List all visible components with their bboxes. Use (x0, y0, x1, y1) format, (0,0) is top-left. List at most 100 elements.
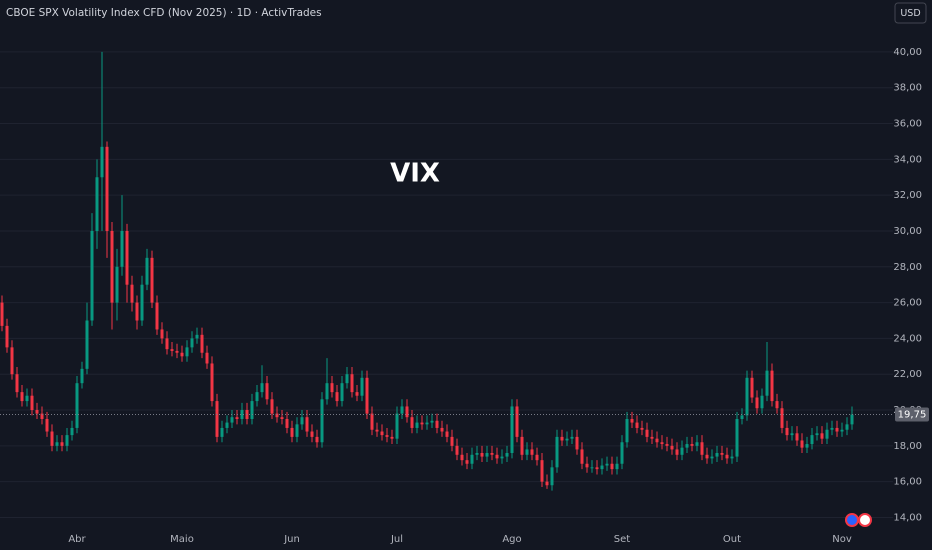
candle-body (430, 420, 434, 423)
candle-body (375, 429, 379, 432)
candle-body (95, 177, 99, 231)
candle-body (680, 447, 684, 455)
candle-body (165, 338, 169, 350)
candle-body (695, 442, 699, 446)
candle-body (120, 230, 124, 267)
candle-body (230, 417, 234, 423)
candle-body (795, 433, 799, 441)
candle-body (170, 349, 174, 351)
y-tick-label: 18,00 (893, 441, 922, 452)
axis-layer: 14,0016,0018,0020,0022,0024,0026,0028,00… (68, 47, 929, 545)
y-tick-label: 36,00 (893, 119, 922, 130)
candle-body (0, 302, 4, 326)
candle-body (835, 427, 839, 432)
candle-body (830, 427, 834, 430)
candle-body (550, 467, 554, 486)
candle-body (690, 444, 694, 446)
candle-body (55, 442, 59, 446)
candle-body (45, 418, 49, 432)
candle-body (825, 429, 829, 439)
candle-body (25, 395, 29, 402)
candle-body (570, 436, 574, 439)
candle-body (655, 438, 659, 443)
y-tick-label: 30,00 (893, 226, 922, 237)
candle-body (670, 445, 674, 450)
candle-body (5, 325, 9, 348)
candle-body (220, 427, 224, 437)
candle-body (815, 433, 819, 436)
candle-body (110, 230, 114, 303)
candle-body (65, 435, 69, 446)
candle-body (775, 401, 779, 409)
candle-body (675, 449, 679, 455)
candle-body (145, 257, 149, 285)
candle-body (10, 347, 14, 375)
x-tick-label: Set (614, 534, 631, 545)
candle-body (385, 435, 389, 437)
event-icon[interactable] (845, 513, 859, 527)
candle-body (185, 347, 189, 357)
candle-body (715, 453, 719, 457)
candle-body (480, 453, 484, 457)
currency-button[interactable] (894, 2, 927, 24)
candle-body (755, 397, 759, 409)
candle-body (785, 427, 789, 436)
candle-body (560, 436, 564, 441)
candles-layer (0, 51, 893, 491)
candle-body (160, 329, 164, 339)
candle-body (780, 408, 784, 428)
x-tick-label: Out (723, 534, 741, 545)
candle-body (335, 392, 339, 402)
candle-body (545, 481, 549, 486)
candle-body (555, 436, 559, 468)
candle-body (710, 456, 714, 459)
y-tick-label: 26,00 (893, 298, 922, 309)
candle-body (590, 467, 594, 469)
candle-body (720, 453, 724, 455)
candle-body (175, 350, 179, 353)
candle-body (700, 442, 704, 455)
candle-body (845, 424, 849, 430)
event-icon[interactable] (858, 513, 872, 527)
candle-body (540, 460, 544, 482)
candle-body (180, 352, 184, 357)
candle-body (255, 392, 259, 402)
candle-body (330, 383, 334, 393)
candle-body (745, 377, 749, 416)
candle-body (440, 427, 444, 432)
candle-body (520, 436, 524, 455)
candle-body (810, 435, 814, 445)
candle-body (265, 383, 269, 400)
currency-label[interactable]: USD (900, 8, 920, 19)
y-tick-label: 40,00 (893, 47, 922, 58)
event-icons[interactable] (845, 513, 872, 527)
candle-body (260, 383, 264, 393)
candle-body (365, 377, 369, 414)
candle-body (380, 431, 384, 436)
y-tick-label: 24,00 (893, 333, 922, 344)
candle-body (740, 415, 744, 419)
candle-body (215, 401, 219, 437)
y-tick-label: 14,00 (893, 512, 922, 523)
candle-body (35, 410, 39, 414)
candle-body (465, 460, 469, 464)
candle-body (400, 406, 404, 414)
candle-body (525, 449, 529, 455)
candle-body (650, 436, 654, 439)
candle-body (90, 230, 94, 321)
y-tick-label: 22,00 (893, 369, 922, 380)
candle-body (240, 410, 244, 419)
candle-body (410, 417, 414, 428)
candle-body (485, 453, 489, 457)
y-tick-label: 34,00 (893, 154, 922, 165)
y-tick-label: 32,00 (893, 190, 922, 201)
candle-body (420, 422, 424, 425)
candle-body (200, 334, 204, 353)
candle-body (405, 406, 409, 418)
candle-body (290, 427, 294, 437)
candle-body (445, 431, 449, 437)
candle-body (275, 413, 279, 418)
chart-title: CBOE SPX Volatility Index CFD (Nov 2025)… (6, 7, 322, 19)
